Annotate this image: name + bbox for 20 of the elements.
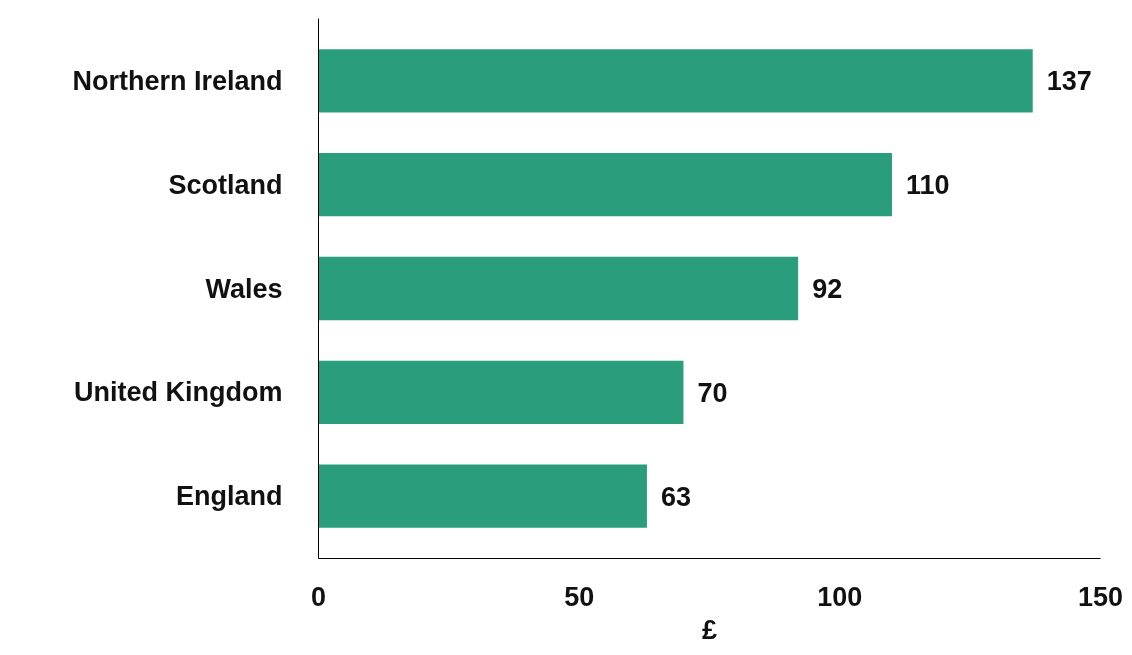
data-label: 110	[905, 170, 950, 201]
x-tick-label: 150	[1077, 581, 1124, 612]
data-label: 70	[697, 377, 728, 408]
bar	[318, 464, 647, 528]
y-tick-label: England	[176, 481, 283, 512]
bar	[318, 256, 799, 321]
data-label: 137	[1046, 66, 1092, 97]
y-tick-label: Wales	[205, 273, 283, 304]
x-tick-label: 100	[817, 581, 863, 612]
x-tick-label: 0	[310, 581, 327, 612]
y-tick-label: Northern Ireland	[72, 65, 283, 96]
x-axis-title: £	[701, 614, 718, 645]
data-label: 63	[660, 481, 691, 512]
y-tick-label: Scotland	[168, 169, 283, 200]
x-tick-label: 50	[564, 581, 595, 612]
bar	[318, 360, 684, 425]
data-label: 92	[812, 274, 843, 304]
y-tick-label: United Kingdom	[74, 377, 283, 408]
bar	[318, 49, 1033, 113]
bar	[318, 152, 892, 217]
